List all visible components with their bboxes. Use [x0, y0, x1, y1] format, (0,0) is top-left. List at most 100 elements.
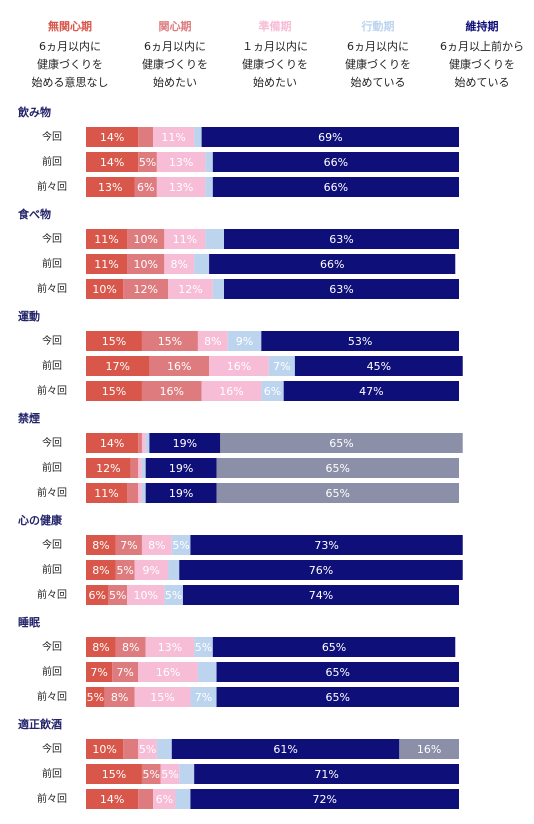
value-label: 11%: [94, 487, 118, 500]
value-label: 12%: [133, 283, 157, 296]
bar-segment: [134, 177, 157, 197]
stage-description: 6ヵ月以上前から健康づくりを始めている: [440, 39, 524, 89]
row-label: 前回: [42, 563, 62, 576]
bar-segment: [179, 560, 463, 580]
bar-segment: [156, 739, 172, 759]
value-label: 8%: [204, 335, 221, 348]
group-title: 睡眠: [18, 615, 40, 629]
value-label: 16%: [227, 360, 251, 373]
bar-segment: [201, 381, 262, 401]
value-label: 10%: [92, 283, 116, 296]
bar-segment: [212, 177, 459, 197]
value-label: 10%: [133, 233, 157, 246]
value-label: 5%: [172, 539, 189, 552]
value-label: 6%: [137, 181, 154, 194]
row-label: 前回: [42, 767, 62, 780]
value-label: 16%: [167, 360, 191, 373]
bar-segment: [86, 331, 142, 351]
bar-segment: [205, 229, 225, 249]
value-label: 66%: [324, 181, 348, 194]
bar-segment: [86, 535, 116, 555]
value-label: 65%: [326, 666, 350, 679]
value-label: 16%: [156, 666, 180, 679]
value-label: 8%: [148, 539, 165, 552]
bar-segment: [268, 356, 295, 376]
bar-segment: [86, 433, 139, 453]
bar-segment: [190, 789, 459, 809]
value-label: 16%: [160, 385, 184, 398]
bar-segment: [86, 662, 113, 682]
bar-segment: [209, 254, 456, 274]
value-label: 6%: [264, 385, 281, 398]
value-label: 19%: [173, 437, 197, 450]
value-label: 15%: [150, 691, 174, 704]
bar-segment: [127, 254, 165, 274]
bar-segment: [197, 662, 217, 682]
bar-segment: [156, 177, 206, 197]
bar-segment: [86, 739, 124, 759]
bar-segment: [197, 331, 228, 351]
bar-segment: [261, 381, 284, 401]
bar-segment: [216, 687, 459, 707]
bar-segment: [86, 458, 131, 478]
value-label: 7%: [90, 666, 107, 679]
value-label: 45%: [367, 360, 391, 373]
value-label: 15%: [158, 335, 182, 348]
value-label: 9%: [236, 335, 253, 348]
bar-segment: [141, 433, 146, 453]
bar-segment: [212, 637, 456, 657]
value-label: 5%: [139, 743, 156, 756]
bar-segment: [175, 789, 191, 809]
row-label: 今回: [42, 232, 62, 245]
bar-segment: [145, 637, 195, 657]
value-label: 63%: [329, 233, 353, 246]
value-label: 61%: [273, 743, 297, 756]
bar-segment: [209, 356, 269, 376]
value-label: 73%: [314, 539, 338, 552]
value-label: 65%: [322, 641, 346, 654]
bar-segment: [190, 535, 463, 555]
value-label: 6%: [156, 793, 173, 806]
value-label: 65%: [326, 487, 350, 500]
bar-segment: [194, 127, 202, 147]
group-title: 禁煙: [18, 411, 40, 425]
bar-segment: [194, 254, 210, 274]
bar-segment: [153, 127, 195, 147]
bar-segment: [216, 662, 459, 682]
value-label: 13%: [98, 181, 122, 194]
bar-segment: [112, 662, 139, 682]
value-label: 53%: [348, 335, 372, 348]
value-label: 72%: [312, 793, 336, 806]
bar-segment: [224, 229, 459, 249]
bar-segment: [86, 560, 116, 580]
value-label: 5%: [139, 156, 156, 169]
value-label: 13%: [158, 641, 182, 654]
value-label: 11%: [161, 131, 185, 144]
row-label: 前回: [42, 359, 62, 372]
bar-segment: [227, 331, 262, 351]
bar-segment: [149, 433, 221, 453]
row-label: 今回: [42, 742, 62, 755]
value-label: 13%: [169, 156, 193, 169]
row-label: 前回: [42, 155, 62, 168]
value-label: 15%: [102, 768, 126, 781]
bar-segment: [86, 127, 139, 147]
bar-segment: [108, 585, 128, 605]
stage-name: 無関心期: [48, 19, 92, 33]
bar-segment: [86, 483, 128, 503]
value-label: 8%: [171, 258, 188, 271]
bar-segment: [145, 483, 217, 503]
value-label: 11%: [94, 233, 118, 246]
bar-segment: [115, 560, 135, 580]
value-label: 19%: [169, 462, 193, 475]
bar-segment: [141, 483, 146, 503]
bar-segment: [168, 279, 213, 299]
bar-segment: [138, 433, 142, 453]
value-label: 16%: [417, 743, 441, 756]
value-label: 65%: [326, 691, 350, 704]
value-label: 63%: [329, 283, 353, 296]
value-label: 5%: [165, 589, 182, 602]
bar-segment: [168, 560, 180, 580]
row-label: 前回: [42, 461, 62, 474]
